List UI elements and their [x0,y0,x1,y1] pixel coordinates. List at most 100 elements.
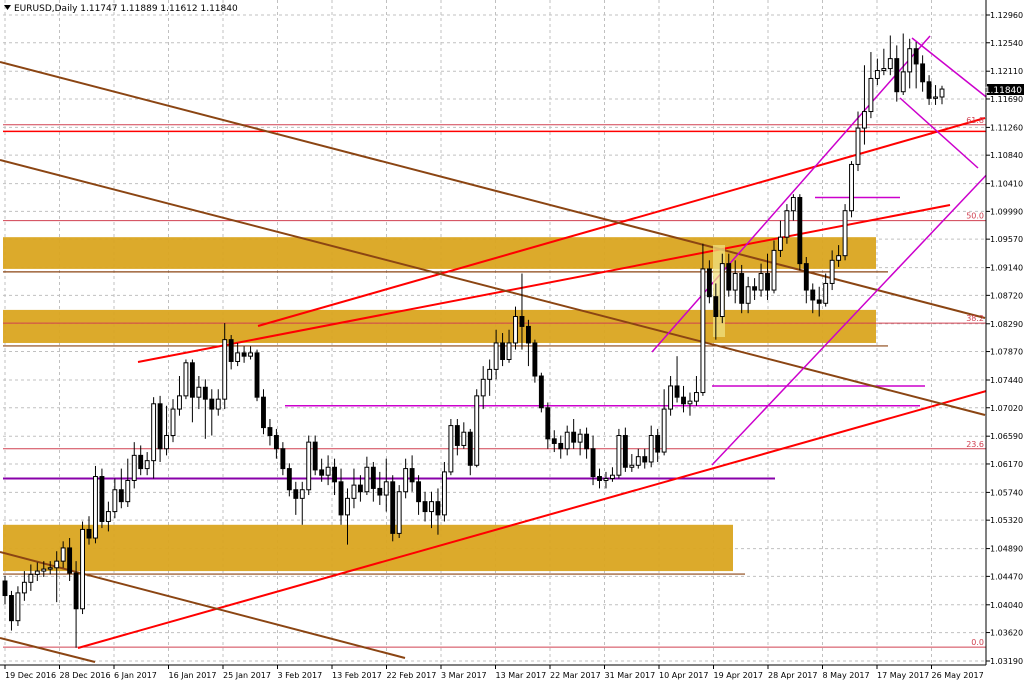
time-tick-label: 16 Jan 2017 [169,671,217,680]
candle-body [241,352,247,357]
price-tick-label: 1.04040 [990,601,1023,610]
price-tick-label: 1.11690 [990,95,1023,104]
candle-body [293,489,299,499]
fibonacci-label: 38.2 [966,314,984,323]
candle-body [435,501,441,516]
candle-body [577,433,583,443]
candle-body [739,273,745,304]
candle-body [383,481,389,496]
triangle-down-icon[interactable] [4,5,11,10]
candle-body [622,435,628,468]
candle-body [745,286,751,304]
candle-body [713,296,719,318]
candle-body [752,286,758,291]
candle-body [47,567,53,570]
candle-body [635,456,641,466]
candle-body [441,471,447,516]
candle-body [325,466,331,476]
candle-body [765,273,770,291]
candle-body [170,408,176,437]
candle-body [254,352,260,398]
candle-body [138,454,144,470]
chart-title-group[interactable]: EURUSD,Daily 1.11747 1.11889 1.11612 1.1… [4,4,238,14]
candle-body [694,392,699,402]
candle-body [881,68,887,72]
candle-body [661,408,667,453]
candle-body [855,127,861,165]
candle-body [926,81,932,99]
candle-body [642,456,648,463]
short-channel-upper [911,37,991,101]
candle-body [377,487,383,496]
candle-body [228,339,234,362]
candle-body [732,273,738,291]
time-tick-label: 8 May 2017 [823,671,870,680]
time-tick-label: 19 Dec 2016 [5,671,56,680]
red-trendline-lower [77,381,1019,649]
time-tick-label: 13 Mar 2017 [496,671,547,680]
candle-body [700,268,706,394]
price-tick-label: 1.04470 [990,572,1023,581]
candle-body [790,196,796,212]
candle-body [28,573,34,583]
candle-body [312,441,318,471]
price-tick-label: 1.12960 [990,11,1023,20]
candle-body [467,431,473,466]
price-tick-label: 1.07440 [990,376,1023,385]
time-axis: 19 Dec 2016 28 Dec 2016 6 Jan 2017 16 Jan 2… [4,665,984,680]
candle-body [545,407,551,440]
candle-body [887,58,893,70]
candle-body [34,570,40,575]
price-tick-label: 1.11260 [990,123,1023,132]
time-tick-label: 22 Feb 2017 [387,671,437,680]
magenta-channels [651,35,1011,466]
candle-body [629,464,635,468]
candle-body [280,448,286,470]
candle-body [784,210,790,238]
candle-body [829,259,835,284]
price-tick-label: 1.06590 [990,432,1023,441]
candle-body [370,466,376,489]
brown-trendline-top [0,61,986,319]
candle-body [706,268,712,298]
candle-body [364,466,370,493]
candle-body [15,592,21,622]
time-tick-label: 28 Dec 2016 [60,671,111,680]
candle-body [849,163,854,212]
fibonacci-labels: 61.8 50.0 38.2 23.6 0.0 [966,116,984,647]
candle-body [519,316,525,327]
fibonacci-label: 50.0 [966,212,984,221]
candle-body [874,70,880,79]
time-tick-label: 10 Apr 2017 [659,671,708,680]
price-tick-label: 1.09140 [990,264,1023,273]
candle-body [345,497,350,516]
price-tick-label: 1.05740 [990,488,1023,497]
candle-body [396,491,402,534]
candle-body [933,96,938,99]
price-tick-label: 1.05320 [990,516,1023,525]
candle-body [177,395,182,410]
candle-body [655,435,661,453]
candle-body [907,48,913,73]
candle-body [609,474,615,480]
candle-body [681,396,686,405]
candle-body [235,352,241,362]
candle-body [836,255,842,261]
price-tick-label: 1.07870 [990,348,1023,357]
candle-body [920,63,926,83]
resistance-zone [3,309,876,343]
candle-body [584,433,590,450]
time-tick-label: 13 Feb 2017 [332,671,382,680]
candle-body [842,210,848,257]
candle-body [771,249,777,291]
price-axis-background [986,0,1024,665]
candle-body [474,395,480,466]
candle-body [286,468,292,491]
candle-body [429,501,434,513]
candle-body [558,442,564,450]
candle-body [797,196,803,265]
candle-body [319,469,325,476]
price-tick-label: 1.08720 [990,291,1023,300]
